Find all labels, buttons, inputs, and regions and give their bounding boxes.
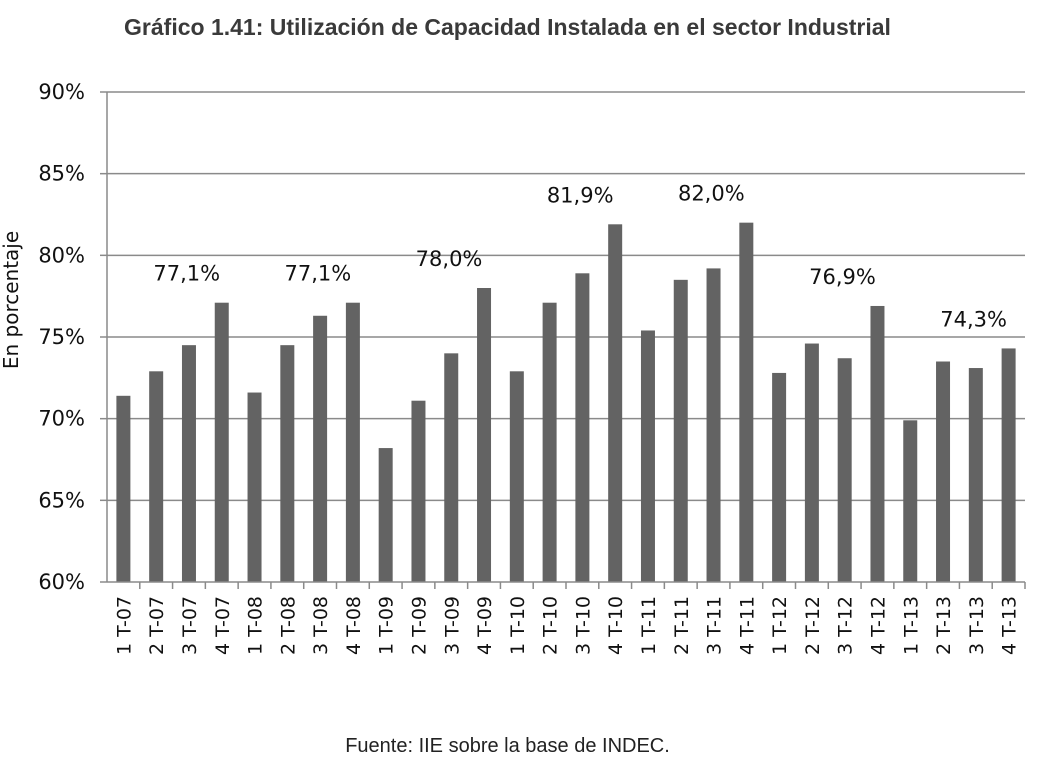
x-tick-label: 2 T-07 <box>146 596 168 655</box>
data-label: 77,1% <box>153 262 220 286</box>
data-label: 76,9% <box>809 265 876 289</box>
y-tick-label: 90% <box>38 80 85 104</box>
x-tick-label: 4 T-07 <box>212 596 234 655</box>
gridlines <box>107 91 1025 502</box>
y-tick-label: 80% <box>38 243 85 267</box>
data-labels: 77,1% 77,1% 78,0% 81,9% 82,0% 76,9% 74,3% <box>153 182 1007 332</box>
y-tick-label: 65% <box>38 488 85 512</box>
x-tick-label: 2 T-08 <box>277 596 299 655</box>
x-tick-label: 3 T-11 <box>704 596 726 655</box>
x-tick-label: 4 T-08 <box>343 596 365 655</box>
bar <box>706 268 721 582</box>
bar <box>640 330 655 582</box>
bars <box>116 222 1016 583</box>
chart-title: Gráfico 1.41: Utilización de Capacidad I… <box>124 14 891 40</box>
bar <box>378 448 393 582</box>
bar <box>411 400 426 582</box>
bar <box>837 358 852 582</box>
x-tick-label: 4 T-12 <box>867 596 889 655</box>
x-tick-label: 4 T-11 <box>736 596 758 655</box>
bar <box>345 302 360 582</box>
bar <box>280 345 295 582</box>
axes <box>100 91 1026 589</box>
bar <box>214 302 229 582</box>
bar <box>542 302 557 582</box>
bar <box>1001 348 1016 582</box>
bar <box>575 273 590 582</box>
bar <box>936 361 951 582</box>
data-label: 81,9% <box>547 183 614 207</box>
x-tick-label: 2 T-10 <box>540 596 562 655</box>
bar <box>149 371 164 582</box>
y-tick-label: 70% <box>38 407 85 431</box>
x-tick-label: 2 T-13 <box>933 596 955 655</box>
data-label: 74,3% <box>940 307 1007 331</box>
x-tick-label: 4 T-10 <box>605 596 627 655</box>
bar <box>772 372 787 582</box>
x-tick-label: 1 T-10 <box>507 596 529 655</box>
y-tick-label: 60% <box>38 570 85 594</box>
x-tick-label: 3 T-13 <box>966 596 988 655</box>
x-tick-label: 1 T-07 <box>113 596 135 655</box>
bar <box>247 392 262 582</box>
x-tick-label: 1 T-09 <box>376 596 398 655</box>
x-tick-label: 4 T-09 <box>474 596 496 655</box>
bar <box>804 343 819 582</box>
bar <box>870 305 885 582</box>
bar <box>673 279 688 582</box>
y-tick-labels: 60% 65% 70% 75% 80% 85% 90% <box>38 80 85 594</box>
bar <box>509 371 524 582</box>
y-tick-label: 85% <box>38 162 85 186</box>
x-tick-label: 3 T-10 <box>572 596 594 655</box>
bar <box>116 395 131 582</box>
bar <box>968 368 983 582</box>
x-tick-label: 3 T-12 <box>835 596 857 655</box>
x-tick-label: 2 T-09 <box>408 596 430 655</box>
data-label: 82,0% <box>678 182 745 206</box>
x-tick-label: 1 T-12 <box>769 596 791 655</box>
x-tick-label: 2 T-12 <box>802 596 824 655</box>
bar <box>739 222 754 582</box>
bar <box>444 353 459 582</box>
x-tick-labels: 1 T-07 2 T-07 3 T-07 4 T-07 1 T-08 2 T-08 3 T-… <box>113 596 1020 655</box>
x-tick-label: 3 T-07 <box>179 596 201 655</box>
bar <box>608 224 623 583</box>
bar-chart: 60% 65% 70% 75% 80% 85% 90% 1 T-07 2 T-07 3 T-07… <box>0 80 1026 655</box>
bar <box>903 420 918 582</box>
bar <box>477 288 492 582</box>
y-tick-label: 75% <box>38 325 85 349</box>
x-tick-label: 1 T-08 <box>245 596 267 655</box>
x-tick-label: 2 T-11 <box>671 596 693 655</box>
data-label: 77,1% <box>285 262 352 286</box>
bar <box>181 345 196 582</box>
x-tick-label: 3 T-08 <box>310 596 332 655</box>
x-tick-label: 4 T-13 <box>999 596 1021 655</box>
x-tick-label: 1 T-13 <box>900 596 922 655</box>
x-tick-label: 1 T-11 <box>638 596 660 655</box>
data-label: 78,0% <box>416 247 483 271</box>
y-axis-title: En porcentaje <box>0 231 23 369</box>
source-note: Fuente: IIE sobre la base de INDEC. <box>345 735 670 757</box>
x-tick-label: 3 T-09 <box>441 596 463 655</box>
bar <box>313 315 328 582</box>
